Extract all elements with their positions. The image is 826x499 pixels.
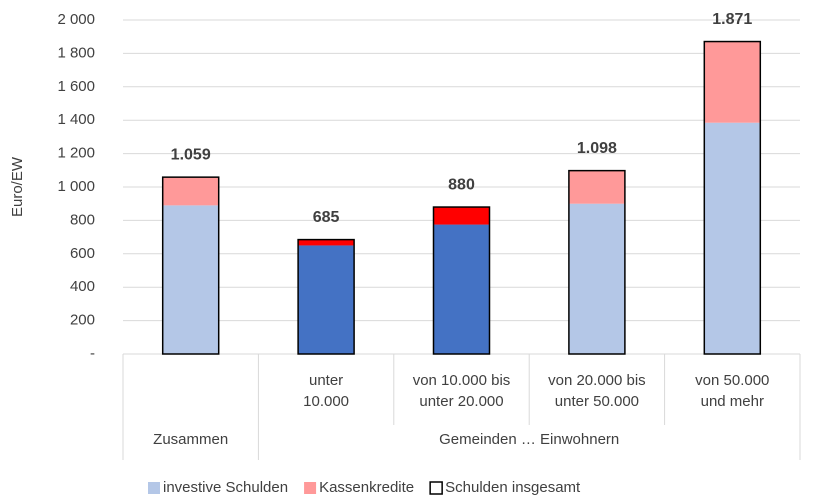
bar-segment [433,224,490,354]
bar-segment [162,177,219,206]
legend-swatch [148,482,160,494]
bar-segment [568,203,625,354]
value-label: 685 [313,209,340,226]
y-tick-label: 1 800 [57,44,95,61]
x-tick-label: von 20.000 bis unter 50.000 [548,372,646,410]
y-tick-label: 1 200 [57,145,95,162]
bar-segment [298,239,355,246]
y-axis-label: Euro/EW [9,156,26,217]
x-tick-label: von 50.000 und mehr [695,372,769,410]
y-tick-label: 1 000 [57,178,95,195]
y-tick-label: 800 [70,211,95,228]
total-outline [297,238,355,355]
x-tick-label: von 10.000 bis unter 20.000 [413,372,511,410]
y-tick-label: 600 [70,245,95,262]
legend-label: investive Schulden [163,479,288,496]
legend-swatch [304,482,317,494]
y-tick-label: 1 600 [57,78,95,95]
bar-segment [568,170,625,204]
legend-swatch [429,481,443,495]
value-label: 1.098 [577,140,617,157]
value-label: 880 [448,176,475,193]
legend-label: Kassenkredite [319,479,414,496]
total-outline [568,169,626,355]
y-tick-label: - [90,345,95,362]
group-label: Zusammen [153,431,228,448]
y-tick-label: 2 000 [57,11,95,28]
value-label: 1.871 [712,11,752,28]
y-tick-label: 400 [70,278,95,295]
total-outline [703,40,762,355]
bar-segment [704,41,761,123]
bar-segment [162,205,219,354]
y-tick-label: 1 400 [57,111,95,128]
total-outline [432,206,491,355]
x-tick-label: unter 10.000 [303,372,349,410]
bar-segment [704,122,761,354]
y-tick-label: 200 [70,312,95,329]
bar-segment [433,207,490,225]
total-outline [161,176,220,355]
legend-label: Schulden insgesamt [445,479,581,496]
value-label: 1.059 [171,146,211,163]
group-label: Gemeinden … Einwohnern [439,431,619,448]
bar-segment [298,245,355,354]
